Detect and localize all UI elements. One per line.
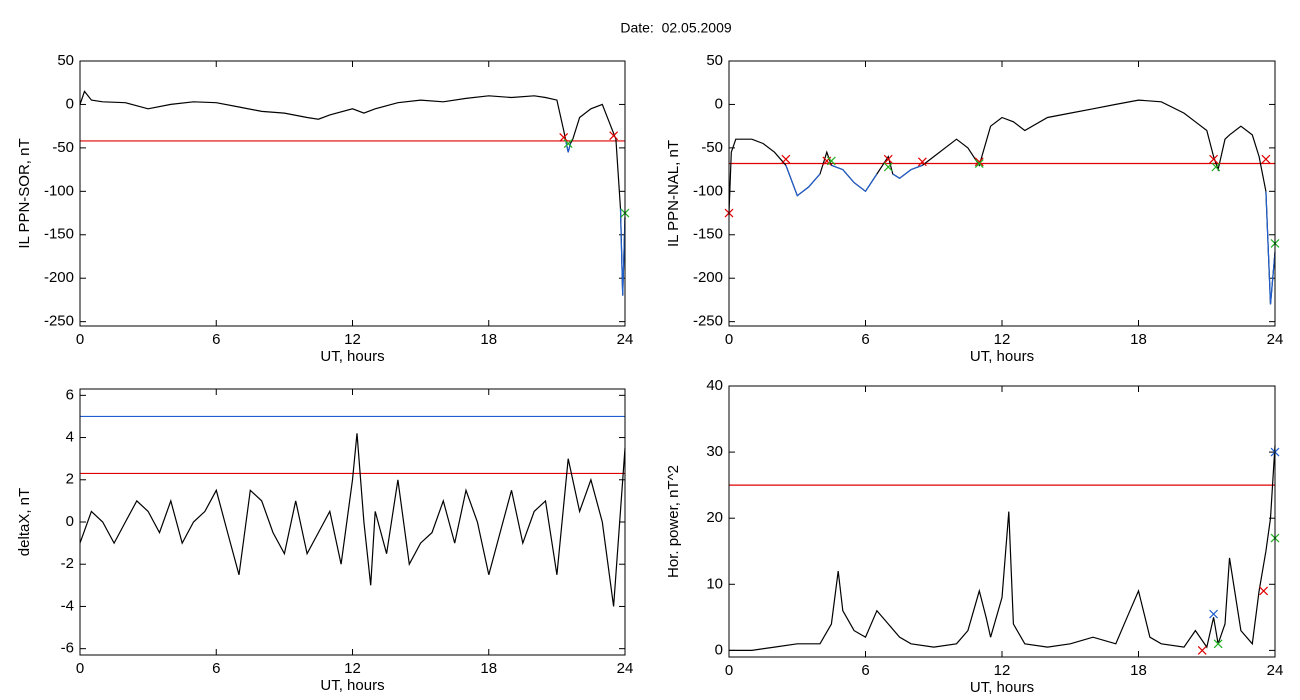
x-tick-label: 12 [344,660,361,677]
x-tick-label: 24 [617,331,634,348]
marker [1261,154,1271,164]
marker [1213,639,1223,649]
y-tick-label: -4 [61,597,74,614]
marker [974,157,984,167]
y-axis-label: Hor. power, nT^2 [665,465,682,578]
x-axis-label: UT, hours [320,348,384,365]
x-tick-label: 0 [76,331,84,348]
y-tick-label: 10 [706,575,723,592]
marker [781,154,791,164]
x-tick-label: 6 [861,331,869,348]
y-tick-label: 40 [706,377,723,394]
y-tick-label: 50 [706,52,723,69]
y-tick-label: 2 [66,471,74,488]
data-line [785,165,821,197]
y-tick-label: -200 [693,269,723,286]
marker [1197,645,1207,655]
y-tick-label: 0 [66,513,74,530]
y-tick-label: -250 [44,313,74,330]
marker [563,139,573,148]
x-axis-label: UT, hours [970,348,1034,365]
x-tick-label: 18 [1130,331,1147,348]
y-axis-label: deltaX, nT [16,488,33,556]
y-tick-label: 0 [715,641,723,658]
y-tick-label: 50 [57,52,74,69]
y-tick-label: 20 [706,509,723,526]
x-tick-label: 0 [725,331,733,348]
data-line [831,164,878,193]
x-tick-label: 0 [76,660,84,677]
y-tick-label: -150 [44,226,74,243]
y-axis-label: IL PPN-NAL, nT [665,140,682,247]
x-tick-label: 18 [1130,662,1147,679]
x-tick-label: 24 [1267,331,1284,348]
marker [609,131,619,141]
y-tick-label: -50 [701,139,723,156]
marker [1209,609,1218,619]
x-tick-label: 18 [480,331,497,348]
x-tick-label: 12 [994,331,1011,348]
data-line [892,164,923,180]
marker [917,157,927,167]
y-tick-label: 6 [66,386,74,403]
marker [1211,162,1221,172]
plot-frame [79,60,626,327]
y-tick-label: 4 [66,429,74,446]
data-line [728,99,1276,305]
marker [559,133,569,142]
x-tick-label: 12 [344,331,361,348]
y-tick-label: -2 [61,555,74,572]
y-tick-label: -6 [61,640,74,657]
x-tick-label: 6 [212,331,220,348]
y-axis-label: IL PPN-SOR, nT [16,138,33,248]
y-tick-label: -100 [693,182,723,199]
x-tick-label: 18 [480,660,497,677]
data-line [79,433,626,607]
marker [826,156,836,166]
x-tick-label: 0 [725,662,733,679]
y-tick-label: 0 [66,95,74,112]
marker [883,154,893,164]
x-tick-label: 24 [1267,662,1284,679]
plot-frame [728,60,1276,327]
x-tick-label: 24 [617,660,634,677]
x-tick-label: 12 [994,662,1011,679]
marker [1209,154,1218,164]
data-line [79,90,626,296]
plot-frame [79,388,626,656]
marker [883,162,893,172]
y-tick-label: 30 [706,443,723,460]
x-axis-label: UT, hours [970,679,1034,696]
plot-frame [728,385,1276,658]
y-tick-label: -150 [693,226,723,243]
y-tick-label: -100 [44,182,74,199]
y-tick-label: -200 [44,269,74,286]
y-tick-label: -250 [693,313,723,330]
page-title: Date: 02.05.2009 [620,20,732,36]
x-tick-label: 6 [212,660,220,677]
y-tick-label: -50 [52,139,74,156]
y-tick-label: 0 [715,95,723,112]
data-line [619,208,626,296]
data-line [1265,191,1276,305]
marker [974,159,984,168]
data-line [729,445,1276,651]
marker [1259,586,1269,596]
x-axis-label: UT, hours [320,677,384,694]
x-tick-label: 6 [861,662,869,679]
